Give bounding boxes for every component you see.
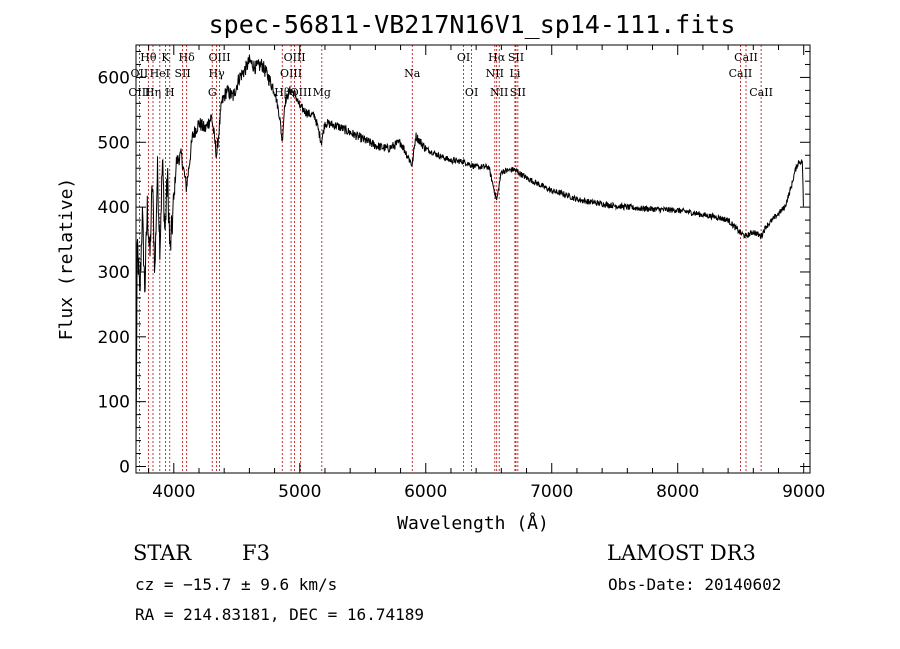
line-label: CaII xyxy=(749,86,773,99)
object-class: STAR xyxy=(133,541,192,565)
spectrum-trace xyxy=(135,54,804,449)
y-tick-label: 400 xyxy=(98,198,130,218)
observation-date: Obs-Date: 20140602 xyxy=(608,575,781,594)
line-label: H xyxy=(165,86,175,99)
line-label: NII xyxy=(490,86,508,99)
line-label: G xyxy=(208,86,217,99)
line-label: NII xyxy=(486,67,504,80)
y-tick-label: 0 xyxy=(119,458,130,478)
y-tick-label: 600 xyxy=(98,68,130,88)
line-label: OIII xyxy=(284,51,306,64)
line-label: CaII xyxy=(734,51,758,64)
y-axis-label: Flux (relative) xyxy=(56,178,77,341)
object-subclass: F3 xyxy=(242,541,270,565)
line-label: SII xyxy=(508,51,524,64)
line-label: OI xyxy=(465,86,478,99)
line-label: Hγ xyxy=(209,67,226,80)
line-label: Hη xyxy=(145,86,161,99)
y-axis-ticks: 0 100 200 300 400 500 600 xyxy=(98,50,810,478)
line-label: Mg xyxy=(313,86,331,99)
line-label: Li xyxy=(510,67,521,80)
line-label: OIII xyxy=(208,51,230,64)
line-label: Hα xyxy=(488,51,506,64)
y-tick-label: 200 xyxy=(98,328,130,348)
line-label: K xyxy=(161,51,170,64)
x-tick-label: 4000 xyxy=(152,482,195,502)
spectral-line-markers xyxy=(139,45,762,473)
redshift-cz: cz = −15.7 ± 9.6 km/s xyxy=(135,575,337,594)
x-tick-label: 5000 xyxy=(278,482,321,502)
x-tick-label: 8000 xyxy=(656,482,699,502)
coordinates: RA = 214.83181, DEC = 16.74189 xyxy=(135,605,424,624)
survey-name: LAMOST DR3 xyxy=(607,541,756,565)
line-label: Hθ xyxy=(140,51,157,64)
line-label: OIII xyxy=(280,67,302,80)
line-label: OII xyxy=(131,67,149,80)
line-label: Na xyxy=(404,67,421,80)
y-tick-label: 100 xyxy=(98,393,130,413)
x-axis-ticks: 4000 5000 6000 7000 8000 9000 xyxy=(148,45,825,502)
line-label: OI xyxy=(457,51,470,64)
x-tick-label: 6000 xyxy=(404,482,447,502)
line-label: CaII xyxy=(729,67,753,80)
plot-frame xyxy=(135,44,811,474)
line-label: Hδ xyxy=(179,51,196,64)
x-tick-label: 7000 xyxy=(530,482,573,502)
x-axis-label: Wavelength (Å) xyxy=(397,512,549,534)
line-label: SII xyxy=(174,67,190,80)
line-label: OIII xyxy=(128,86,150,99)
x-tick-label: 9000 xyxy=(782,482,825,502)
chart-title: spec-56811-VB217N16V1_sp14-111.fits xyxy=(209,10,736,39)
line-label: SII xyxy=(510,86,526,99)
y-tick-label: 300 xyxy=(98,263,130,283)
line-label: HeI xyxy=(150,67,170,80)
y-tick-label: 500 xyxy=(98,133,130,153)
